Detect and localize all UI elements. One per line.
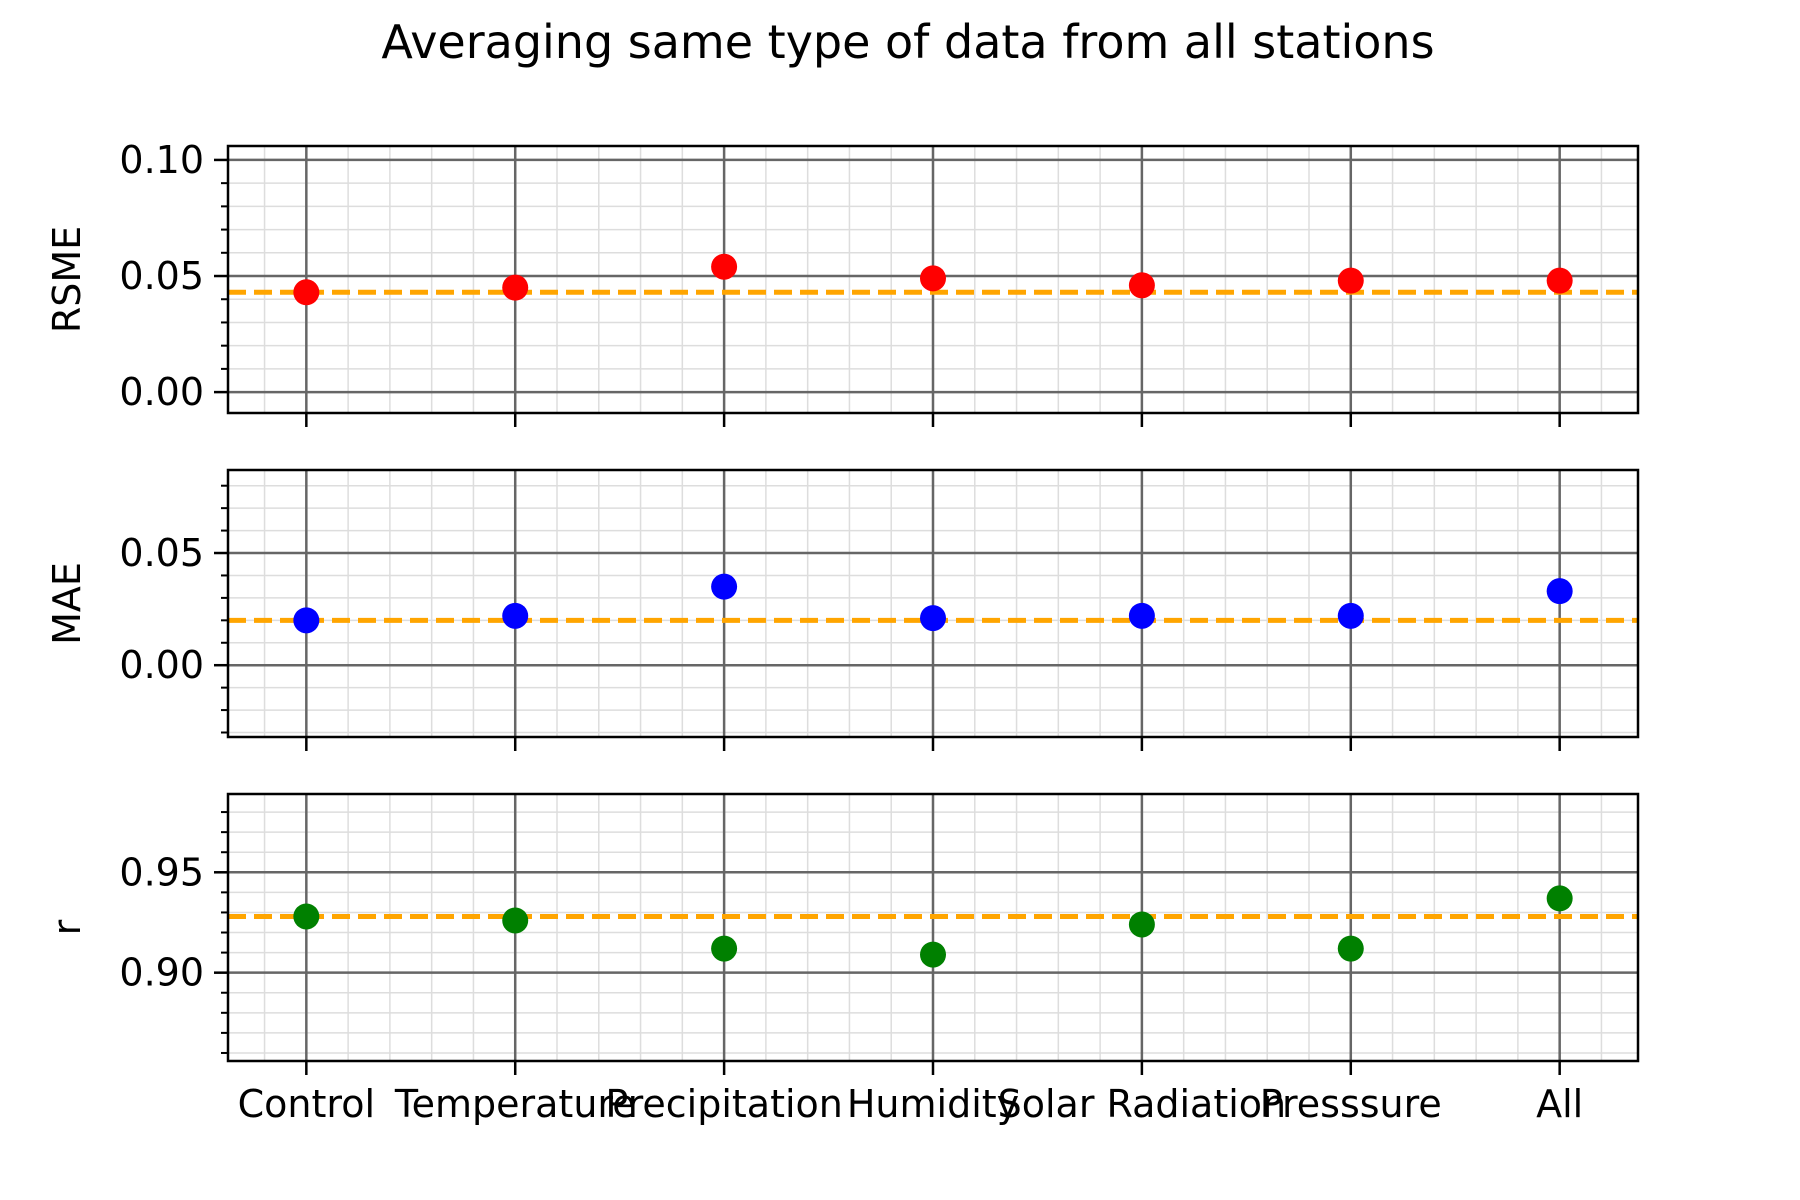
data-point-humidity <box>920 265 946 292</box>
data-point-presssure <box>1337 602 1364 629</box>
data-point-control <box>293 903 320 930</box>
data-point-humidity <box>920 941 946 968</box>
x-tick-label: Control <box>238 1082 375 1126</box>
subplot-rsme: 0.00 0.05 0.10 RSME <box>45 138 1640 427</box>
y-tick-label: 0.00 <box>119 643 204 687</box>
data-point-humidity <box>920 605 946 632</box>
data-point-precipitation <box>711 253 738 280</box>
data-point-temperature <box>502 274 529 301</box>
data-point-all <box>1546 578 1573 605</box>
x-tick-label: Presssure <box>1260 1082 1442 1126</box>
y-tick-label: 0.05 <box>119 531 204 575</box>
axes-frame <box>226 468 1640 739</box>
y-tick-label: 0.90 <box>119 951 204 995</box>
y-tick-label: 0.10 <box>119 138 204 182</box>
x-tick-label: Humidity <box>847 1082 1019 1126</box>
x-tick-label: Precipitation <box>605 1082 843 1126</box>
data-point-precipitation <box>711 935 738 962</box>
data-point-solar-radiation <box>1128 602 1155 629</box>
axes-frame <box>226 792 1640 1063</box>
data-point-all <box>1546 267 1573 294</box>
y-axis-label: MAE <box>45 562 89 645</box>
data-point-control <box>293 279 320 306</box>
data-point-temperature <box>502 907 529 934</box>
y-tick-label: 0.95 <box>119 850 204 894</box>
data-point-temperature <box>502 602 529 629</box>
data-point-solar-radiation <box>1128 911 1155 938</box>
y-axis-label: r <box>45 919 89 935</box>
data-point-all <box>1546 885 1573 912</box>
data-point-control <box>293 607 320 634</box>
y-tick-label: 0.05 <box>119 254 204 298</box>
chart-title: Averaging same type of data from all sta… <box>381 15 1434 69</box>
subplots: 0.00 0.05 0.10 RSME 0.00 0.05 MAE 0.90 0.95 r Cont… <box>45 138 1640 1126</box>
x-tick-label: Solar Radiation <box>998 1082 1287 1126</box>
data-point-solar-radiation <box>1128 272 1155 299</box>
y-axis-label: RSME <box>45 226 89 333</box>
x-tick-label: All <box>1536 1082 1583 1126</box>
data-point-presssure <box>1337 935 1364 962</box>
data-point-precipitation <box>711 573 738 600</box>
axes-frame <box>226 144 1640 415</box>
subplot-mae: 0.00 0.05 MAE <box>45 468 1640 751</box>
y-tick-label: 0.00 <box>119 370 204 414</box>
data-point-presssure <box>1337 267 1364 294</box>
subplot-r: 0.90 0.95 r <box>45 792 1640 1075</box>
x-tick-label: Temperature <box>394 1082 636 1126</box>
